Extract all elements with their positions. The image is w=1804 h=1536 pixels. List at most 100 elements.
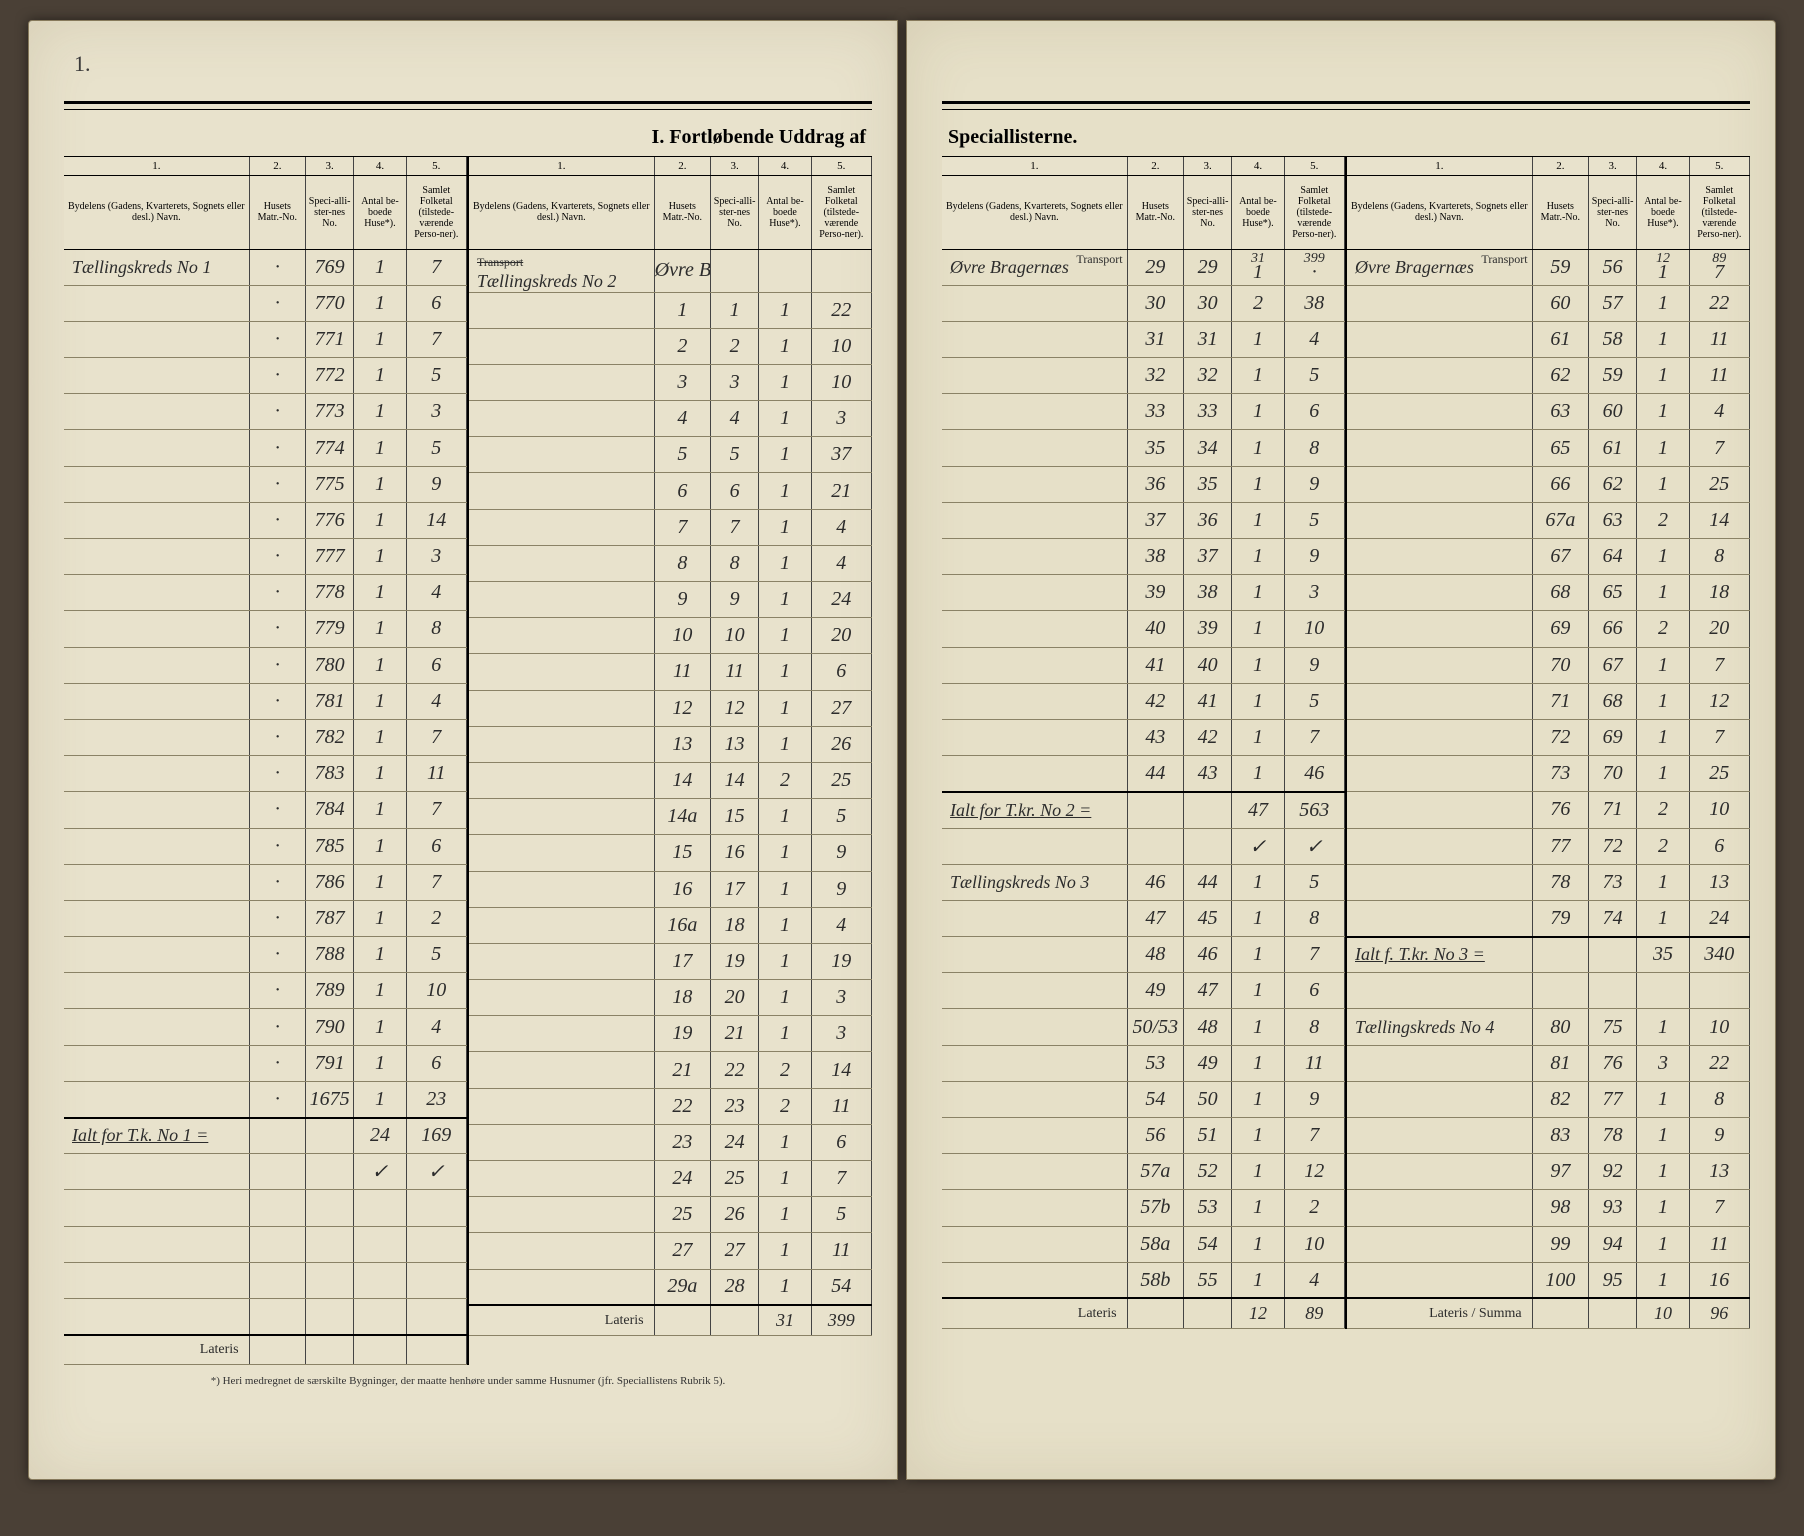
table-row: ·78114 [64,683,467,719]
cell-name [1347,647,1532,683]
cell-c5: 7 [406,864,466,900]
cell-c2: · [249,502,305,538]
cell-c2: 82 [1532,1081,1588,1117]
table-row: 6662125 [1347,466,1750,502]
cell-c4: 1 [1232,539,1284,575]
cell-c4: 1 [354,1081,406,1117]
cell-c3: 51 [1183,1118,1231,1154]
table-row: 323215 [942,358,1345,394]
lateris-c5: 399 [811,1305,871,1335]
cell-c2 [249,1154,305,1190]
cell-c4: 1 [1637,466,1689,502]
cell-c3: 27 [710,1233,758,1269]
cell-c4: 1 [1232,358,1284,394]
cell-c2: 11 [654,654,710,690]
cell-name [469,1269,654,1305]
cell-c5: 9 [1284,466,1344,502]
cell-c2: 77 [1532,828,1588,864]
table-row: Tællingskreds No 48075110 [1347,1009,1750,1045]
cell-c5: ✓ [1284,828,1344,864]
cell-c2: 59 [1532,249,1588,285]
cell-name [469,762,654,798]
cell-name [1347,683,1532,719]
cell-c5: 6 [1284,973,1344,1009]
cell-c5: 22 [811,292,871,328]
table-row: 1414225 [469,762,872,798]
cell-c3 [1183,828,1231,864]
cell-c4: 1 [1637,1118,1689,1154]
table-row: 5349111 [942,1045,1345,1081]
cell-c2: 17 [654,943,710,979]
cell-name: TransportØvre Bragernæs [942,249,1127,285]
cell-name [1347,358,1532,394]
cell-c2 [249,1298,305,1334]
cell-c3: 74 [1588,900,1636,936]
cell-c2: 83 [1532,1118,1588,1154]
table-row: 6057122 [1347,285,1750,321]
cell-c2: 72 [1532,719,1588,755]
table-row: 474518 [942,900,1345,936]
cell-name [942,539,1127,575]
cell-name [469,473,654,509]
table-row: 8814 [469,545,872,581]
cell-c5: 13 [1689,1154,1749,1190]
cell-c5: 5 [1284,683,1344,719]
cell-c4: 1 [1232,1226,1284,1262]
cell-name [1347,792,1532,828]
cell-c4: 1 [1232,502,1284,538]
cell-c5: 19 [811,943,871,979]
cell-c5: 8 [1284,430,1344,466]
cell-name [1347,611,1532,647]
col-num: 5. [1689,157,1749,175]
cell-c5 [406,1190,466,1226]
cell-c3 [1588,937,1636,973]
cell-c4: 1 [759,364,811,400]
cell-c3: 24 [710,1124,758,1160]
table-row: 827718 [1347,1081,1750,1117]
cell-name [64,864,249,900]
table-row: ·78417 [64,792,467,828]
cell-name [942,575,1127,611]
cell-c2: 62 [1532,358,1588,394]
cell-c4: 1 [354,828,406,864]
cell-name [469,799,654,835]
ledger-table: 1.2.3.4.5.Bydelens (Gadens, Kvarterets, … [1347,157,1750,1329]
table-row: ·77814 [64,575,467,611]
table-row: 9994111 [1347,1226,1750,1262]
cell-c2: 29 [1127,249,1183,285]
cell-c5: 5 [811,1197,871,1233]
table-row: 29a28154 [469,1269,872,1305]
table-row: 182013 [469,980,872,1016]
cell-c5: 10 [1689,1009,1749,1045]
cell-c5: 11 [1284,1045,1344,1081]
cell-name [942,1118,1127,1154]
cell-name [64,430,249,466]
col-h5: Samlet Folketal (tilstede-værende Perso-… [406,175,466,249]
cell-c4: 1 [1637,539,1689,575]
table-row: ·78016 [64,647,467,683]
ledger-table: 1.2.3.4.5.Bydelens (Gadens, Kvarterets, … [64,157,467,1365]
cell-c4: 1 [759,1016,811,1052]
cell-name [64,575,249,611]
col-num: 1. [64,157,249,175]
table-row: 10095116 [1347,1262,1750,1298]
cell-c2: 81 [1532,1045,1588,1081]
cell-c2: 30 [1127,285,1183,321]
cell-c3: 46 [1183,937,1231,973]
lateris-c5: 96 [1689,1298,1749,1328]
cell-c2: · [249,394,305,430]
col-num: 4. [354,157,406,175]
cell-c3: 780 [305,647,353,683]
cell-c2: 99 [1532,1226,1588,1262]
cell-c4: 1 [759,509,811,545]
cell-c3: 2 [710,328,758,364]
cell-c4: 2 [1637,792,1689,828]
cell-name [469,943,654,979]
cell-name: Ialt f. T.kr. No 3 = [1347,937,1532,973]
cell-name [469,907,654,943]
col-num: 5. [1284,157,1344,175]
lateris-row: Lateris1289 [942,1298,1345,1328]
left-page: 1. I. Fortløbende Uddrag af 1.2.3.4.5.By… [28,20,898,1480]
cell-c2: · [249,575,305,611]
cell-name [64,683,249,719]
